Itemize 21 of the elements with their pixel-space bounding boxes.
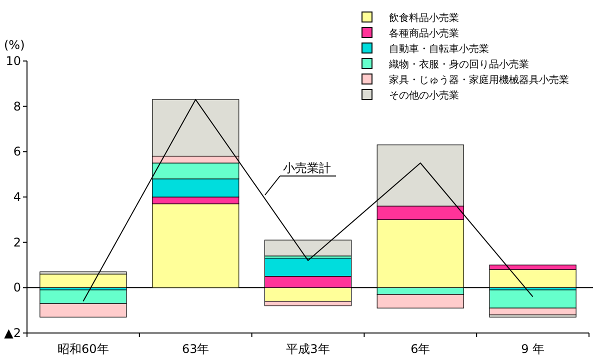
line-label: 小売業計 (264, 161, 336, 196)
y-tick-label: 8 (13, 99, 21, 114)
legend-label: 家具・じゅう器・家庭用機械器具小売業 (389, 74, 569, 86)
x-tick-label: 63年 (182, 342, 210, 356)
bar (264, 240, 352, 256)
legend-label: 自動車・自転車小売業 (389, 43, 489, 55)
y-tick-label: 2 (13, 235, 21, 250)
x-tick-label: 昭和60年 (58, 342, 109, 356)
legend-label: 飲食料品小売業 (389, 12, 459, 24)
legend-label: 各種商品小売業 (389, 28, 459, 40)
y-tick-label: 4 (13, 190, 21, 204)
y-tick-label: ▲2 (4, 326, 21, 340)
y-tick-label: 10 (6, 54, 21, 68)
x-tick-label: 9 年 (521, 342, 545, 356)
y-tick-label: 6 (13, 144, 21, 159)
x-tick-label: 平成3年 (286, 342, 330, 356)
y-axis-title: (%) (4, 38, 25, 52)
legend-label: その他の小売業 (389, 90, 459, 102)
legend-label: 織物・衣服・身の回り品小売業 (388, 58, 529, 70)
x-tick-label: 6年 (410, 342, 430, 356)
y-tick-label: 0 (13, 280, 21, 295)
